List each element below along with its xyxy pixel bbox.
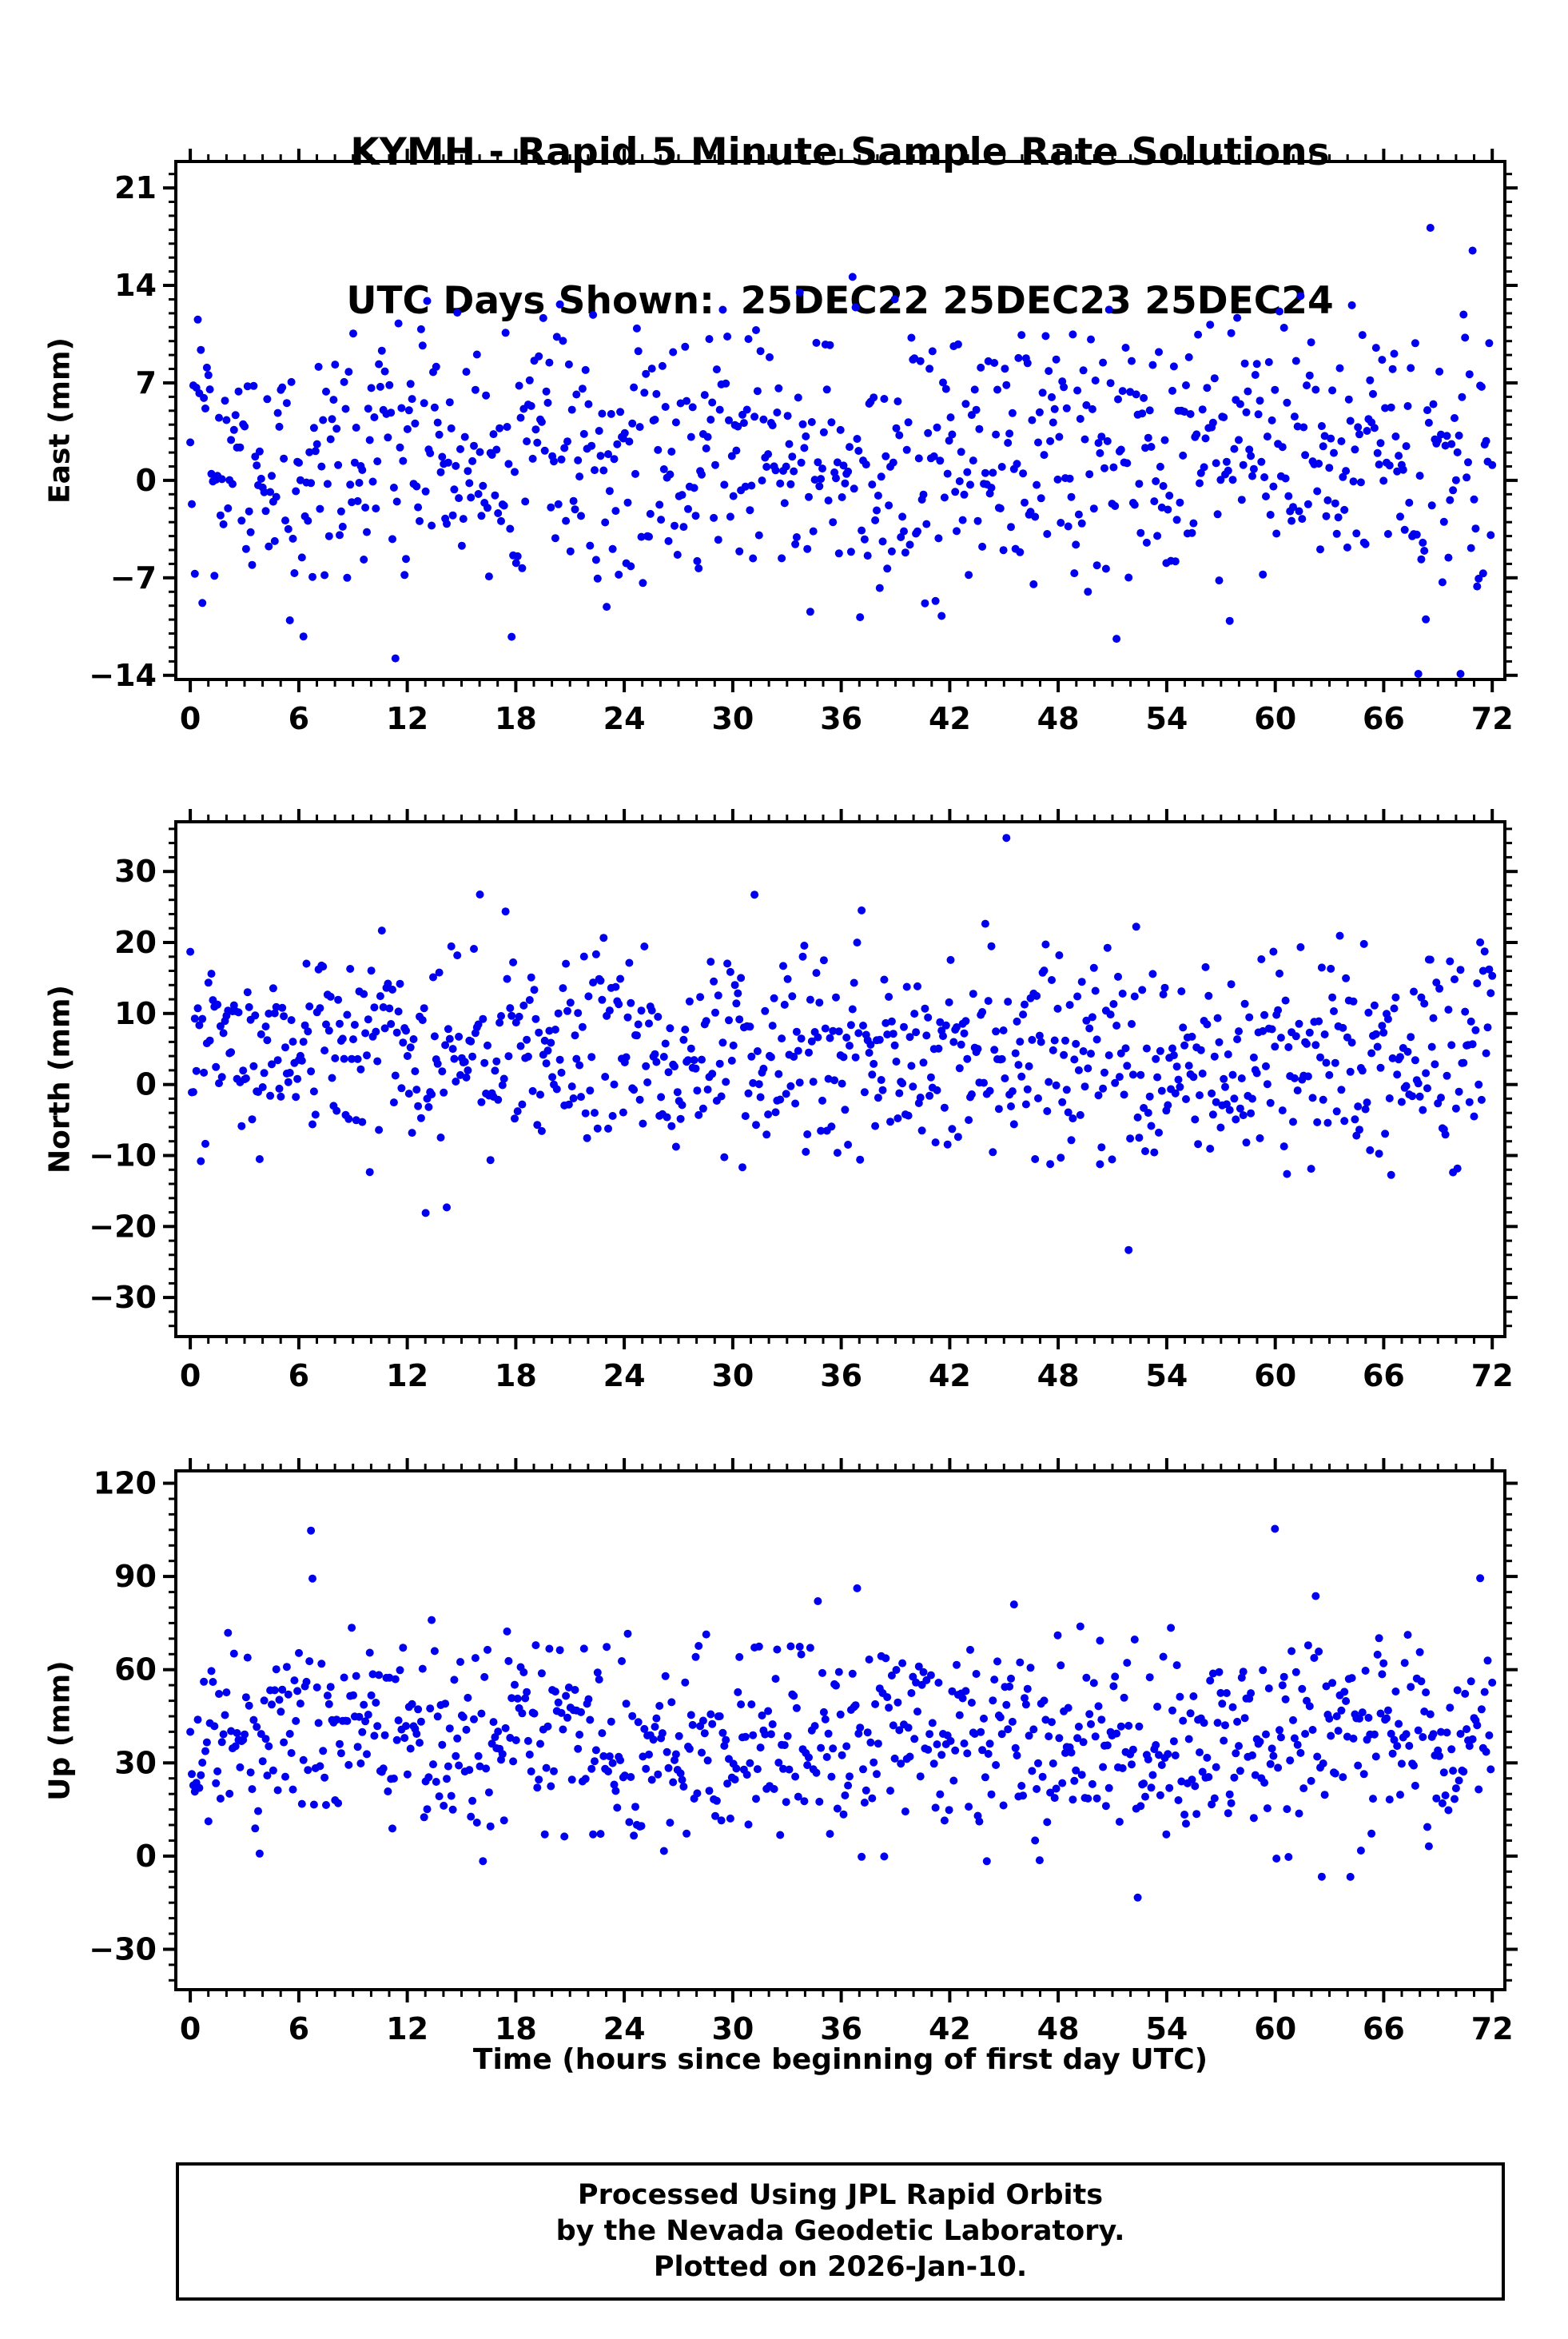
footer-line3: Plotted on 2026-Jan-10. bbox=[653, 2251, 1028, 2283]
svg-text:14: 14 bbox=[114, 268, 157, 303]
svg-text:30: 30 bbox=[711, 1358, 754, 1393]
svg-text:48: 48 bbox=[1037, 1358, 1080, 1393]
svg-text:20: 20 bbox=[114, 925, 157, 960]
svg-text:48: 48 bbox=[1037, 701, 1080, 736]
svg-text:120: 120 bbox=[94, 1466, 157, 1501]
footer-box: Processed Using JPL Rapid Orbits by the … bbox=[176, 2162, 1505, 2301]
svg-text:36: 36 bbox=[820, 2011, 862, 2046]
svg-text:60: 60 bbox=[1254, 2011, 1296, 2046]
svg-text:−20: −20 bbox=[89, 1209, 157, 1244]
svg-text:0: 0 bbox=[180, 701, 201, 736]
svg-text:30: 30 bbox=[114, 1745, 157, 1780]
y-axis-label-east: East (mm) bbox=[43, 337, 77, 504]
svg-text:24: 24 bbox=[603, 1358, 646, 1393]
svg-text:−14: −14 bbox=[89, 658, 157, 693]
svg-text:66: 66 bbox=[1363, 701, 1405, 736]
y-axis-label-up: Up (mm) bbox=[43, 1660, 77, 1801]
svg-text:72: 72 bbox=[1471, 2011, 1514, 2046]
svg-text:60: 60 bbox=[1254, 701, 1296, 736]
svg-text:30: 30 bbox=[711, 701, 754, 736]
svg-text:24: 24 bbox=[603, 701, 646, 736]
svg-text:18: 18 bbox=[495, 2011, 537, 2046]
svg-text:0: 0 bbox=[136, 1839, 157, 1874]
svg-text:0: 0 bbox=[136, 1067, 157, 1102]
svg-text:6: 6 bbox=[289, 1358, 309, 1393]
footer-line2: by the Nevada Geodetic Laboratory. bbox=[555, 2215, 1125, 2247]
svg-text:60: 60 bbox=[114, 1652, 157, 1688]
svg-text:30: 30 bbox=[114, 854, 157, 889]
svg-text:66: 66 bbox=[1363, 1358, 1405, 1393]
svg-text:72: 72 bbox=[1471, 701, 1514, 736]
svg-text:10: 10 bbox=[114, 996, 157, 1031]
chart-title-line2: UTC Days Shown: 25DEC22 25DEC23 25DEC24 bbox=[346, 279, 1334, 323]
footer-line1: Processed Using JPL Rapid Orbits bbox=[577, 2179, 1104, 2211]
svg-text:6: 6 bbox=[289, 701, 309, 736]
svg-text:54: 54 bbox=[1145, 701, 1188, 736]
svg-text:12: 12 bbox=[386, 1358, 428, 1393]
svg-text:54: 54 bbox=[1145, 1358, 1188, 1393]
svg-text:72: 72 bbox=[1471, 1358, 1514, 1393]
svg-text:54: 54 bbox=[1145, 2011, 1188, 2046]
svg-text:−7: −7 bbox=[110, 560, 157, 596]
svg-text:6: 6 bbox=[289, 2011, 309, 2046]
svg-text:42: 42 bbox=[929, 1358, 971, 1393]
svg-text:0: 0 bbox=[180, 2011, 201, 2046]
svg-text:42: 42 bbox=[929, 2011, 971, 2046]
chart-title: KYMH - Rapid 5 Minute Sample Rate Soluti… bbox=[112, 29, 1568, 425]
svg-text:18: 18 bbox=[495, 1358, 537, 1393]
svg-text:36: 36 bbox=[820, 1358, 862, 1393]
y-axis-label-north: North (mm) bbox=[43, 985, 77, 1173]
svg-text:−10: −10 bbox=[89, 1138, 157, 1173]
svg-text:12: 12 bbox=[386, 701, 428, 736]
chart-title-line1: KYMH - Rapid 5 Minute Sample Rate Soluti… bbox=[350, 130, 1330, 174]
svg-text:0: 0 bbox=[180, 1358, 201, 1393]
svg-text:90: 90 bbox=[114, 1559, 157, 1594]
svg-text:42: 42 bbox=[929, 701, 971, 736]
svg-text:66: 66 bbox=[1363, 2011, 1405, 2046]
x-axis-label: Time (hours since beginning of first day… bbox=[472, 2043, 1208, 2076]
svg-text:−30: −30 bbox=[89, 1932, 157, 1967]
svg-text:21: 21 bbox=[114, 170, 157, 205]
svg-text:48: 48 bbox=[1037, 2011, 1080, 2046]
svg-text:12: 12 bbox=[386, 2011, 428, 2046]
svg-text:0: 0 bbox=[136, 463, 157, 498]
svg-text:36: 36 bbox=[820, 701, 862, 736]
svg-text:−30: −30 bbox=[89, 1280, 157, 1315]
svg-text:18: 18 bbox=[495, 701, 537, 736]
svg-text:7: 7 bbox=[136, 365, 157, 400]
svg-text:24: 24 bbox=[603, 2011, 646, 2046]
svg-text:30: 30 bbox=[711, 2011, 754, 2046]
svg-text:60: 60 bbox=[1254, 1358, 1296, 1393]
